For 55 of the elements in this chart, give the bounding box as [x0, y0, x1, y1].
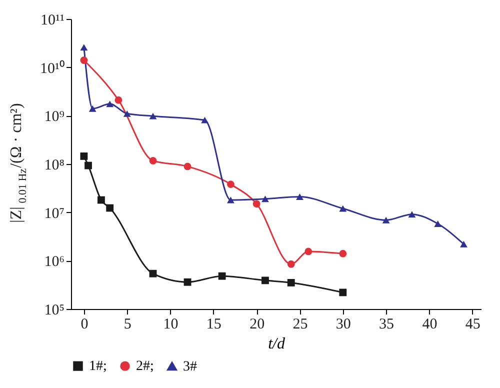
point [184, 278, 192, 286]
point [80, 44, 88, 50]
point [88, 105, 96, 112]
x-tick-label: 45 [465, 316, 480, 332]
x-tick-label: 15 [206, 316, 222, 332]
y-tick-label: 10⁸ [44, 158, 64, 174]
point [106, 100, 114, 108]
point [252, 200, 260, 208]
x-tick-label: 30 [336, 316, 351, 332]
point [339, 250, 347, 258]
legend-label: 2#; [136, 359, 154, 374]
y-tick-label: 10¹¹ [40, 12, 64, 28]
point [226, 196, 234, 204]
point [287, 278, 295, 286]
point [434, 220, 442, 227]
point [106, 204, 114, 212]
point [98, 196, 105, 204]
point [339, 288, 347, 296]
point [80, 56, 88, 64]
x-tick-label: 20 [250, 316, 265, 332]
point [123, 110, 131, 117]
point [408, 211, 416, 218]
point [184, 162, 192, 170]
point [460, 240, 468, 248]
point [287, 260, 295, 268]
point [201, 116, 208, 124]
point [149, 112, 157, 120]
legend-label: 3# [183, 359, 197, 374]
y-tick-label: 10⁹ [44, 109, 64, 126]
x-tick-label: 25 [292, 316, 308, 332]
x-tick-label: 0 [80, 316, 88, 332]
x-tick-label: 40 [422, 316, 438, 332]
point [149, 157, 157, 164]
point [339, 205, 347, 212]
point [218, 272, 226, 280]
point [262, 276, 269, 284]
x-tick-label: 35 [379, 316, 394, 332]
point [84, 162, 92, 170]
point [226, 180, 234, 188]
y-tick-label: 10⁵ [44, 302, 64, 318]
y-axis-title: |Z|0.01 Hz/(Ω · cm²) [8, 103, 29, 223]
point [262, 196, 269, 202]
y-tick-label: 10⁷ [44, 206, 64, 222]
legend-label: 1#; [89, 359, 107, 374]
y-tick-label: 10¹⁰ [40, 60, 64, 77]
point [382, 216, 390, 224]
y-tick-label: 10⁶ [44, 254, 64, 270]
point [304, 248, 312, 256]
point [149, 270, 157, 278]
point [114, 96, 122, 104]
point [80, 152, 88, 160]
x-tick-label: 10 [163, 316, 178, 332]
x-axis-title: t/d [268, 336, 286, 352]
x-tick-label: 5 [124, 316, 132, 332]
point [296, 194, 304, 200]
